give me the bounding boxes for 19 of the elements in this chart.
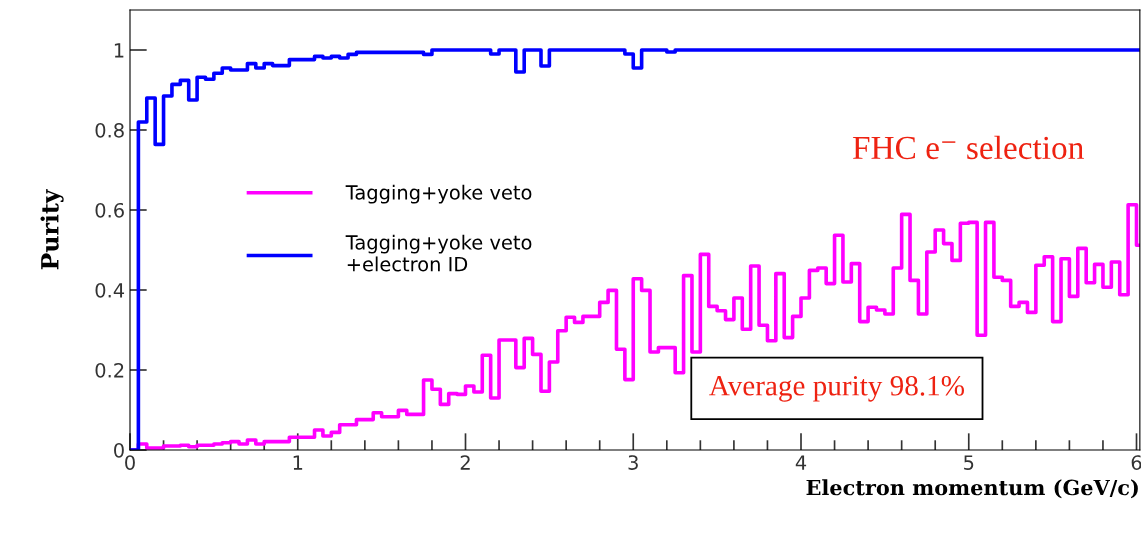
x-tick-label: 1: [293, 455, 303, 470]
y-axis-title: Purity: [40, 188, 64, 270]
x-tick-label: 5: [964, 455, 974, 470]
annotation: Average purity 98.1%: [709, 375, 965, 402]
y-tick-label: 0.8: [95, 122, 124, 138]
legend-label: Tagging+yoke veto +electron ID: [345, 234, 532, 272]
x-tick-label: 6: [1131, 455, 1141, 470]
y-tick-label: 0.2: [95, 362, 124, 378]
x-tick-label: 4: [795, 455, 807, 470]
legend-label: Tagging+yoke veto: [345, 184, 532, 204]
x-tick-label: 2: [460, 455, 470, 470]
y-tick-label: 0: [114, 442, 124, 458]
x-tick-label: 0: [125, 455, 135, 470]
x-axis-title: Electron momentum (GeV/c): [806, 479, 1138, 499]
y-tick-label: 1: [114, 43, 124, 58]
x-tick-label: 3: [628, 455, 638, 470]
y-tick-label: 0.4: [95, 282, 125, 298]
y-tick-label: 0.6: [95, 202, 124, 218]
annotation: FHC e⁻ selection: [852, 135, 1084, 160]
